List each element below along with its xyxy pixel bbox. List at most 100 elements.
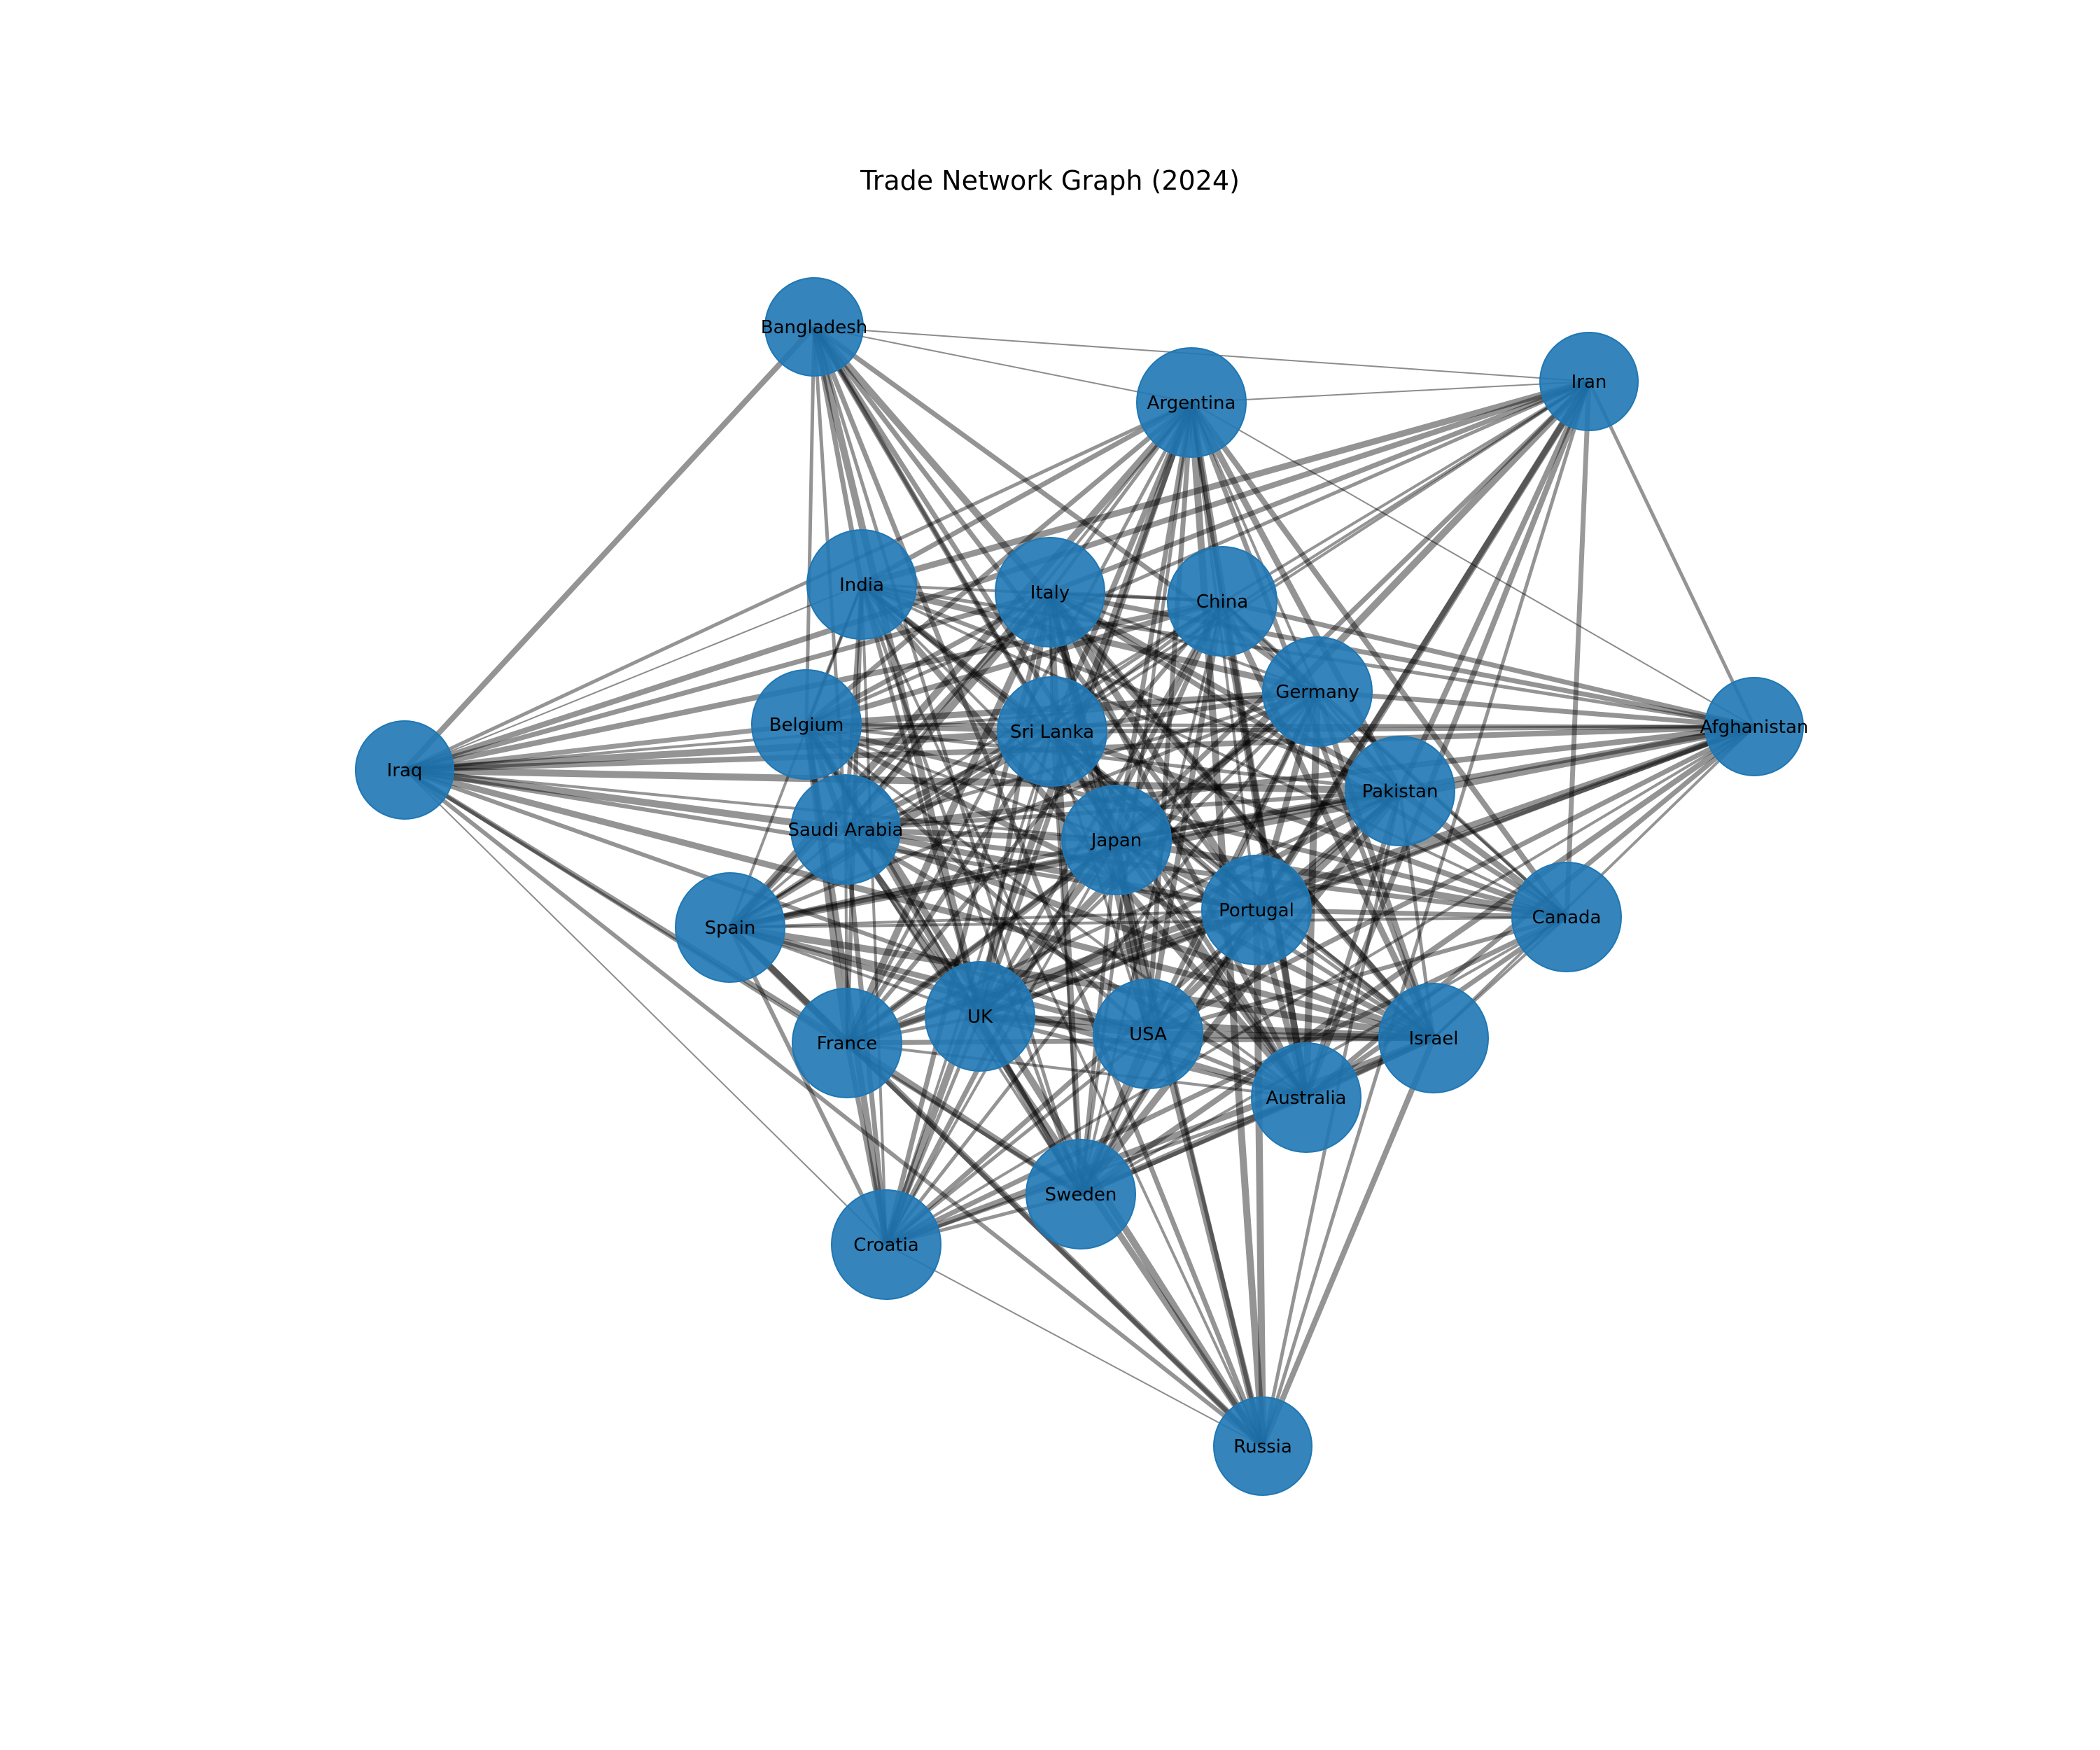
edge-bangladesh-sri-lanka: [811, 325, 1055, 734]
edge-germany-israel: [1315, 690, 1436, 1040]
node-circle-japan: [1061, 785, 1172, 895]
edge-afghanistan-sri-lanka: [1051, 724, 1755, 734]
node-circle-italy: [995, 537, 1105, 648]
node-uk: UK: [925, 961, 1035, 1072]
edge-iran-india: [860, 378, 1590, 588]
node-circle-afghanistan: [1704, 677, 1804, 776]
edge-germany-sweden: [1079, 690, 1320, 1196]
edge-iran-russia: [1261, 381, 1591, 1447]
edge-usa-croatia: [885, 1032, 1149, 1246]
edge-italy-canada: [1049, 590, 1568, 919]
node-israel: Israel: [1378, 983, 1489, 1093]
edge-iran-pakistan: [1397, 380, 1592, 792]
edge-argentina-sri-lanka: [1049, 401, 1194, 733]
edge-iran-iraq: [403, 379, 1590, 773]
node-circle-germany: [1262, 636, 1373, 747]
node-germany: Germany: [1262, 636, 1373, 747]
edge-iran-afghanistan: [1587, 380, 1756, 728]
edge-france-russia: [845, 1041, 1265, 1448]
edge-iran-portugal: [1254, 379, 1592, 912]
edge-bangladesh-russia: [811, 326, 1266, 1448]
edge-afghanistan-spain: [729, 723, 1755, 931]
edge-belgium-australia: [805, 723, 1308, 1099]
edge-iraq-france: [403, 768, 848, 1045]
node-circle-australia: [1251, 1042, 1362, 1153]
node-circle-spain: [675, 872, 785, 983]
edge-iraq-croatia: [404, 769, 887, 1245]
edge-argentina-australia: [1188, 402, 1310, 1098]
edge-saudi-arabia-australia: [844, 827, 1308, 1100]
edge-sri-lanka-canada: [1051, 729, 1568, 920]
edge-germany-australia: [1303, 691, 1321, 1098]
node-circle-uk: [925, 961, 1035, 1072]
edge-iran-italy: [1049, 379, 1590, 595]
edge-pakistan-sweden: [1078, 788, 1403, 1197]
edge-iran-japan: [1114, 379, 1591, 842]
node-iraq: Iraq: [355, 720, 454, 820]
node-circle-iraq: [355, 720, 454, 820]
edge-bangladesh-argentina: [813, 326, 1192, 403]
edge-italy-uk: [977, 592, 1053, 1017]
edge-argentina-japan: [1114, 402, 1194, 841]
edge-italy-iraq: [404, 589, 1051, 773]
edge-italy-france: [844, 590, 1054, 1045]
node-saudi-arabia: Saudi Arabia: [788, 774, 903, 885]
edge-india-russia: [860, 584, 1264, 1447]
edge-belgium-usa: [804, 722, 1150, 1036]
edge-china-sweden: [1079, 601, 1224, 1195]
edge-pakistan-uk: [979, 788, 1401, 1019]
edge-germany-spain: [729, 690, 1318, 930]
node-circle-india: [806, 529, 917, 640]
node-spain: Spain: [675, 872, 785, 983]
edge-saudi-arabia-israel: [844, 826, 1435, 1042]
node-argentina: Argentina: [1136, 347, 1247, 458]
edge-japan-russia: [1114, 839, 1265, 1447]
edge-argentina-iraq: [403, 400, 1193, 772]
edge-iran-sri-lanka: [1051, 380, 1590, 733]
node-circle-argentina: [1136, 347, 1247, 458]
edge-argentina-afghanistan: [1191, 402, 1755, 727]
edge-italy-portugal: [1046, 590, 1260, 912]
node-label-bangladesh: Bangladesh: [761, 317, 867, 338]
edge-portugal-russia: [1253, 909, 1266, 1447]
edge-belgium-uk: [805, 723, 981, 1018]
edge-argentina-india: [860, 400, 1193, 587]
edge-afghanistan-croatia: [885, 725, 1756, 1246]
node-bangladesh: Bangladesh: [761, 277, 867, 377]
edge-china-croatia: [883, 600, 1225, 1246]
graph-title: Trade Network Graph (2024): [860, 165, 1240, 196]
edge-iraq-india: [404, 584, 862, 771]
node-circle-sweden: [1026, 1139, 1136, 1250]
edge-portugal-france: [846, 907, 1258, 1046]
edge-israel-russia: [1260, 1037, 1436, 1448]
node-label-argentina: Argentina: [1147, 393, 1236, 414]
edge-saudi-arabia-russia: [843, 827, 1266, 1448]
edge-india-canada: [861, 583, 1567, 918]
node-usa: USA: [1093, 979, 1203, 1089]
edge-iraq-russia: [403, 768, 1264, 1448]
edge-bangladesh-iraq: [402, 325, 816, 772]
edge-iraq-japan: [404, 769, 1117, 841]
node-circle-bangladesh: [764, 277, 864, 377]
node-label-germany: Germany: [1275, 682, 1359, 703]
edge-canada-usa: [1147, 915, 1567, 1036]
edge-afghanistan-usa: [1147, 724, 1756, 1037]
node-russia: Russia: [1213, 1396, 1312, 1496]
node-label-usa: USA: [1129, 1024, 1167, 1045]
node-circle-portugal: [1201, 855, 1312, 965]
edge-iran-australia: [1303, 380, 1592, 1099]
edge-italy-australia: [1047, 591, 1309, 1099]
node-circle-china: [1167, 546, 1278, 657]
edge-afghanistan-portugal: [1255, 724, 1756, 913]
node-iran: Iran: [1539, 332, 1639, 431]
node-croatia: Croatia: [831, 1189, 941, 1300]
edge-china-afghanistan: [1222, 598, 1755, 729]
node-label-france: France: [817, 1033, 877, 1054]
node-label-croatia: Croatia: [853, 1235, 918, 1256]
node-circle-israel: [1378, 983, 1489, 1093]
edge-italy-spain: [727, 589, 1053, 930]
node-label-iran: Iran: [1572, 372, 1607, 393]
edge-uk-israel: [979, 1013, 1434, 1042]
